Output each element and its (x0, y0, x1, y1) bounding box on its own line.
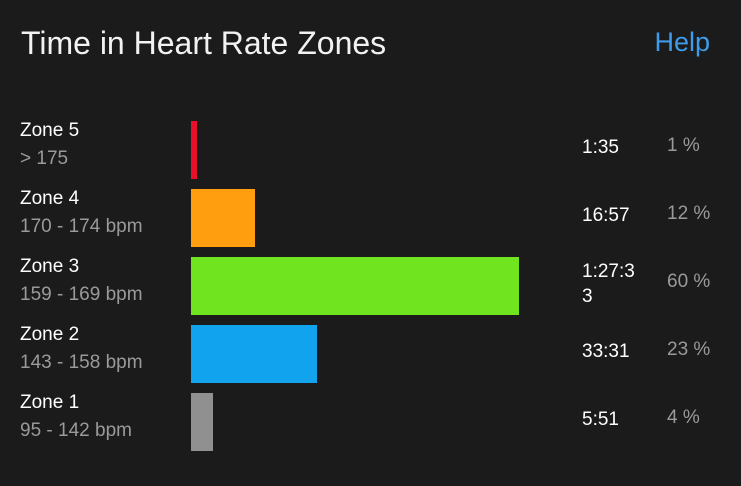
zone-row-4: Zone 4 170 - 174 bpm 16:57 12 % (0, 183, 741, 251)
zone-name: Zone 1 (20, 392, 80, 413)
zone-name: Zone 5 (20, 120, 80, 141)
zone-range: 159 - 169 bpm (20, 284, 143, 305)
zone-bar-track (191, 121, 519, 179)
zone-time: 16:57 (582, 205, 630, 226)
zone-bar (191, 393, 213, 451)
zone-percent: 1 % (667, 135, 700, 156)
zone-name: Zone 3 (20, 256, 80, 277)
zone-time: 1:35 (582, 137, 619, 158)
zone-bar-track (191, 393, 519, 451)
zone-bar-track (191, 189, 519, 247)
zone-time: 33:31 (582, 341, 630, 362)
help-link[interactable]: Help (654, 27, 710, 57)
zone-range: 95 - 142 bpm (20, 420, 132, 441)
page-title: Time in Heart Rate Zones (21, 25, 387, 61)
zone-row-3: Zone 3 159 - 169 bpm 1:27:33 60 % (0, 251, 741, 319)
zone-percent: 4 % (667, 407, 700, 428)
zone-name: Zone 4 (20, 188, 80, 209)
zone-bar-track (191, 257, 519, 315)
header: Time in Heart Rate Zones Help (0, 0, 741, 90)
zone-time: 5:51 (582, 409, 619, 430)
zone-row-5: Zone 5 > 175 1:35 1 % (0, 115, 741, 183)
zone-bar (191, 257, 519, 315)
zone-range: 143 - 158 bpm (20, 352, 143, 373)
zone-percent: 12 % (667, 203, 711, 224)
zone-name: Zone 2 (20, 324, 80, 345)
zone-row-1: Zone 1 95 - 142 bpm 5:51 4 % (0, 387, 741, 455)
zone-time: 1:27:33 (582, 261, 635, 307)
zone-bar-track (191, 325, 519, 383)
zone-row-2: Zone 2 143 - 158 bpm 33:31 23 % (0, 319, 741, 387)
zone-range: > 175 (20, 148, 69, 169)
zone-range: 170 - 174 bpm (20, 216, 143, 237)
zone-bar (191, 189, 255, 247)
zone-percent: 60 % (667, 271, 711, 292)
zone-bar (191, 325, 317, 383)
zone-bar (191, 121, 197, 179)
zone-percent: 23 % (667, 339, 711, 360)
